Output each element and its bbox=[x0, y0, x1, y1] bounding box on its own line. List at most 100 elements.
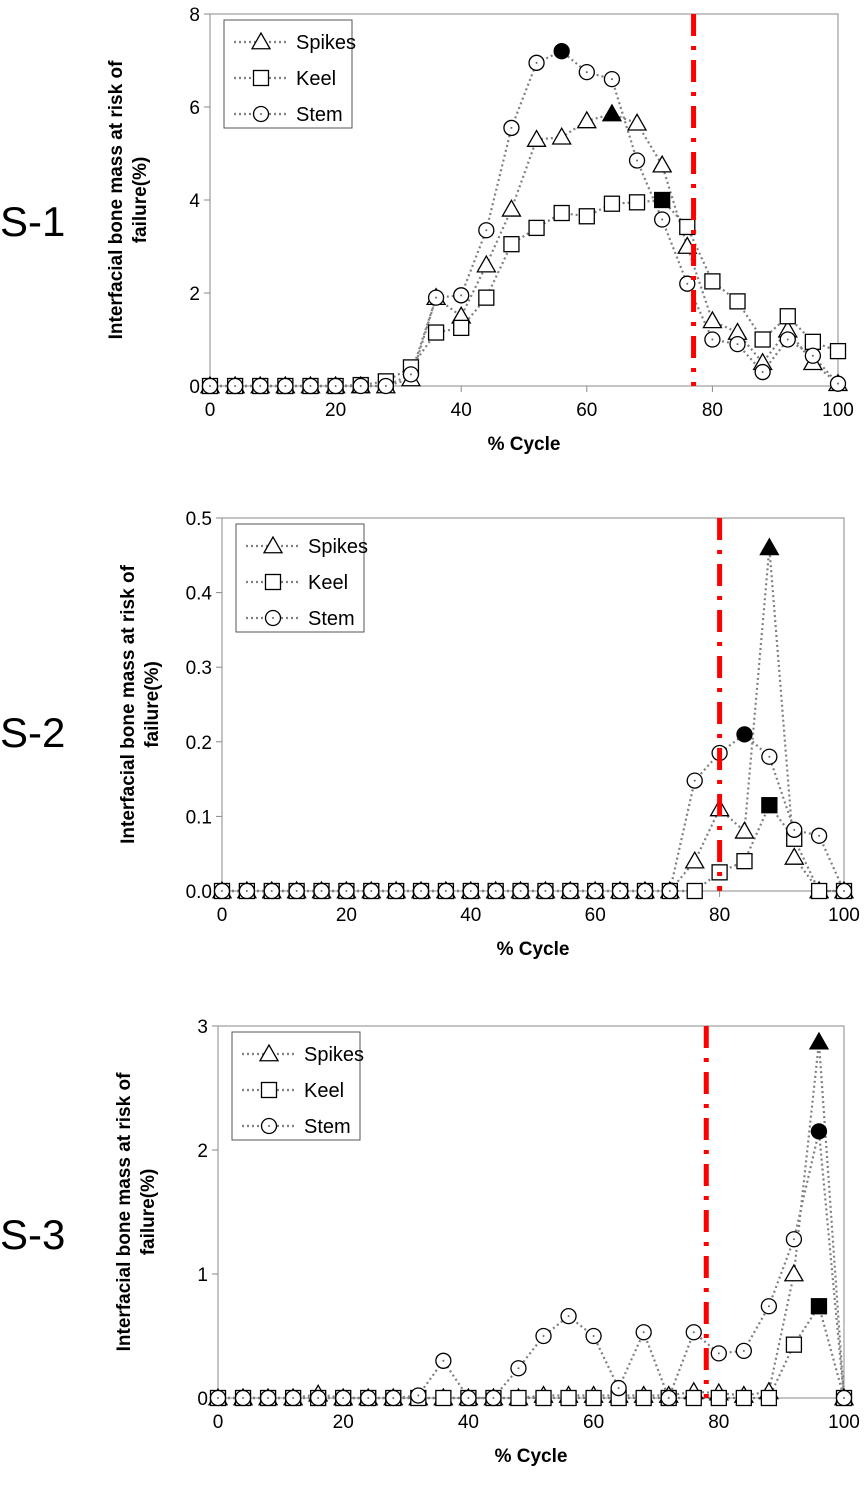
x-axis-label: % Cycle bbox=[488, 434, 561, 455]
data-point-stem-center bbox=[259, 385, 262, 387]
x-tick-label: 60 bbox=[585, 905, 606, 926]
data-point-stem-center bbox=[442, 1359, 445, 1362]
data-point-stem-center bbox=[837, 382, 839, 385]
data-point-stem-center bbox=[494, 890, 497, 892]
data-point-keel bbox=[779, 308, 796, 325]
data-point-stem-center bbox=[594, 890, 597, 892]
data-point-stem-center bbox=[242, 1397, 245, 1399]
data-point-stem-center bbox=[392, 1397, 395, 1399]
data-point-spikes bbox=[476, 254, 497, 273]
series-line-stem bbox=[222, 732, 846, 893]
y-axis-label: Interfacial bone mass at risk of failure(… bbox=[114, 1072, 159, 1351]
data-point-stem-center bbox=[567, 1315, 570, 1318]
data-point-keel bbox=[535, 1389, 552, 1407]
data-point-keel bbox=[435, 1389, 452, 1407]
y-tick-label: 2 bbox=[197, 1141, 208, 1162]
legend-marker-triangle bbox=[258, 1043, 280, 1062]
data-point-keel bbox=[735, 1389, 752, 1407]
data-point-stem-center bbox=[395, 890, 398, 892]
x-tick-label: 80 bbox=[709, 905, 730, 926]
data-point-stem-center bbox=[517, 1367, 520, 1370]
data-point-spikes bbox=[551, 126, 572, 145]
y-tick-label: 1 bbox=[197, 1265, 208, 1286]
legend-label-keel: Keel bbox=[308, 572, 348, 594]
data-point-spikes bbox=[501, 198, 522, 217]
data-point-stem-center bbox=[435, 296, 438, 299]
data-point-keel bbox=[603, 195, 621, 212]
data-point-stem-center bbox=[519, 890, 522, 892]
y-tick-label: 0.5 bbox=[186, 509, 212, 530]
data-point-stem-center bbox=[761, 371, 764, 374]
x-tick-label: 100 bbox=[828, 905, 860, 926]
x-tick-label: 100 bbox=[828, 1412, 860, 1433]
panel-label: S-2 bbox=[0, 709, 65, 756]
y-axis-label-line-2: failure(%) bbox=[138, 1169, 159, 1256]
data-point-keel bbox=[804, 333, 822, 350]
data-point-keel bbox=[503, 236, 520, 253]
data-point-spikes bbox=[626, 112, 648, 131]
data-point-stem-center bbox=[692, 1331, 695, 1334]
y-tick-label: 2 bbox=[189, 284, 200, 305]
x-tick-label: 0 bbox=[205, 400, 216, 421]
data-point-spikes bbox=[526, 129, 547, 147]
x-axis-label: % Cycle bbox=[495, 1446, 568, 1467]
y-tick-label: 0 bbox=[189, 377, 200, 398]
data-point-stem-center bbox=[610, 78, 613, 81]
legend-label-spikes: Spikes bbox=[296, 32, 356, 54]
data-point-stem-center bbox=[309, 385, 312, 387]
y-axis-label: Interfacial bone mass at risk of failure(… bbox=[118, 564, 163, 843]
data-point-keel bbox=[754, 331, 771, 348]
data-point-stem-center bbox=[768, 755, 771, 758]
y-tick-label: 0.3 bbox=[186, 658, 212, 679]
x-tick-label: 20 bbox=[336, 905, 357, 926]
x-tick-label: 40 bbox=[458, 1412, 479, 1433]
x-axis-label: % Cycle bbox=[497, 939, 570, 960]
data-point-stem-center bbox=[420, 890, 423, 892]
series-line-keel bbox=[210, 198, 839, 388]
plot-frame bbox=[217, 1025, 845, 1399]
legend-label-spikes: Spikes bbox=[304, 1044, 364, 1066]
legend-label-spikes: Spikes bbox=[308, 536, 368, 558]
data-point-stem-center bbox=[843, 1397, 845, 1399]
data-point-stem-center bbox=[793, 828, 796, 831]
data-point-stem-center bbox=[217, 1397, 219, 1399]
data-point-keel bbox=[679, 218, 696, 236]
data-point-stem-center bbox=[661, 218, 664, 221]
data-point-keel bbox=[761, 797, 778, 814]
data-point-stem-center bbox=[295, 890, 298, 892]
data-point-stem bbox=[553, 43, 570, 60]
data-point-spikes bbox=[652, 154, 673, 173]
legend-marker-square bbox=[260, 1081, 278, 1099]
data-point-keel bbox=[729, 293, 746, 310]
y-tick-label: 4 bbox=[189, 191, 200, 212]
x-tick-label: 60 bbox=[576, 400, 597, 421]
data-point-stem-center bbox=[345, 890, 348, 892]
data-point-stem-center bbox=[792, 1238, 795, 1241]
data-point-stem-center bbox=[492, 1397, 495, 1399]
data-point-keel bbox=[736, 853, 753, 870]
y-tick-label: 0.2 bbox=[186, 733, 212, 754]
data-point-spikes bbox=[784, 847, 805, 865]
data-point-stem-center bbox=[510, 126, 513, 129]
data-point-spikes bbox=[684, 850, 705, 869]
legend-label-keel: Keel bbox=[296, 68, 336, 90]
data-point-keel bbox=[528, 219, 545, 237]
data-point-keel bbox=[760, 1389, 778, 1407]
data-point-stem-center bbox=[711, 338, 714, 341]
data-point-stem-center bbox=[843, 890, 845, 892]
series-line-stem bbox=[218, 1131, 846, 1402]
data-point-keel bbox=[478, 289, 495, 306]
y-tick-label: 3 bbox=[197, 1017, 208, 1038]
data-point-stem-center bbox=[668, 890, 671, 892]
data-point-stem-center bbox=[417, 1394, 420, 1397]
x-tick-label: 40 bbox=[460, 905, 481, 926]
data-point-stem bbox=[810, 1123, 828, 1140]
y-tick-label: 0.1 bbox=[186, 807, 212, 828]
data-point-stem-center bbox=[467, 1397, 470, 1399]
y-axis-label: Interfacial bone mass at risk of failure(… bbox=[106, 60, 151, 339]
legend-marker-square bbox=[252, 69, 270, 87]
data-point-stem-center bbox=[535, 61, 538, 64]
y-tick-label: 0.4 bbox=[186, 584, 213, 605]
data-point-stem-center bbox=[317, 1397, 320, 1399]
